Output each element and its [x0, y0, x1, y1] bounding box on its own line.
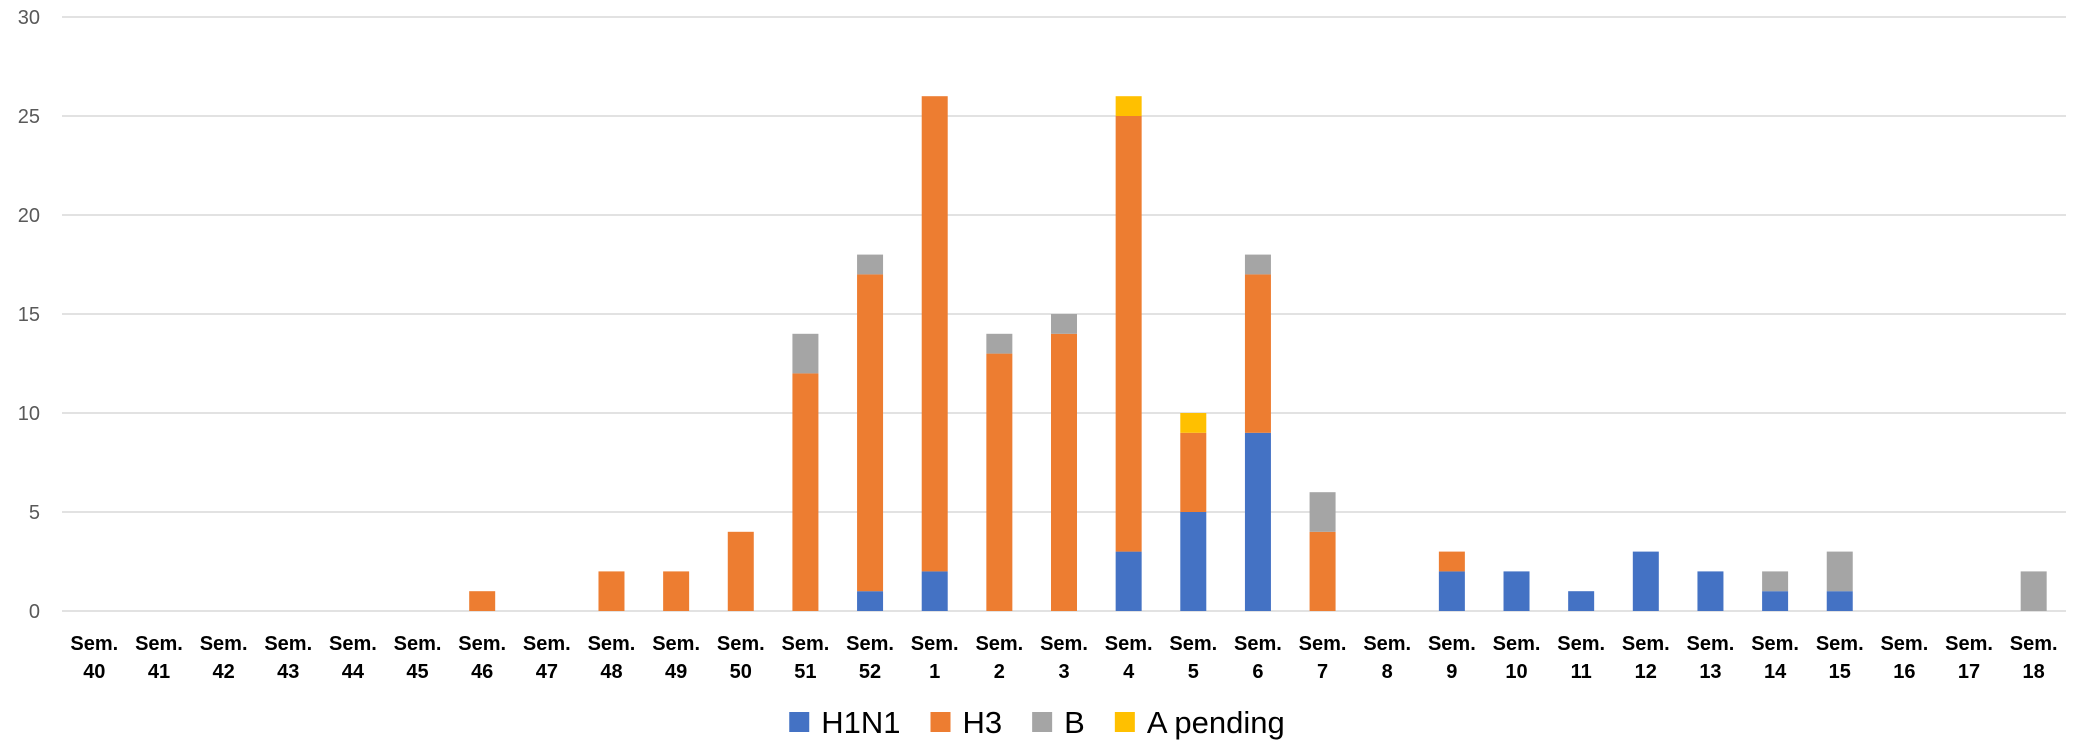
bar-b: [1309, 492, 1336, 532]
bar-b: [1244, 254, 1271, 275]
bar-h1n1: [1826, 591, 1853, 611]
y-axis-ticks: 0 5 10 15 20 25 30: [18, 7, 40, 623]
x-tick-label: Sem. 51: [782, 633, 830, 683]
bar-h3: [663, 571, 690, 611]
bar-h1n1: [921, 571, 948, 611]
bar-h1n1: [1244, 432, 1271, 611]
legend-label: H3: [963, 705, 1003, 740]
bar-h3: [1309, 531, 1336, 611]
x-tick-label: Sem. 1: [911, 633, 959, 683]
legend-swatch: [930, 712, 951, 732]
legend-item-b: B: [1032, 705, 1085, 740]
x-tick-label: Sem. 11: [1557, 633, 1605, 683]
bar-a-pending: [1115, 96, 1142, 116]
bar-h3: [1051, 333, 1077, 611]
x-tick-label: Sem. 12: [1622, 633, 1670, 683]
x-tick-label: Sem. 46: [458, 633, 506, 683]
legend: H1N1 H3 B A pending: [789, 705, 1285, 740]
bar-b: [1762, 571, 1789, 592]
x-tick-label: Sem. 45: [394, 633, 442, 683]
legend-label: B: [1064, 705, 1085, 740]
bar-b: [2020, 571, 2047, 611]
bar-h3: [986, 353, 1013, 611]
bar-h1n1: [1438, 571, 1465, 611]
x-tick-label: Sem. 14: [1751, 633, 1799, 683]
x-tick-label: Sem. 10: [1493, 633, 1541, 683]
legend-label: A pending: [1147, 705, 1285, 740]
x-tick-label: Sem. 41: [135, 633, 183, 683]
bar-h3: [1115, 116, 1142, 552]
x-tick-label: Sem. 7: [1299, 633, 1347, 683]
x-tick-label: Sem. 40: [70, 633, 118, 683]
bar-h3: [792, 373, 819, 611]
x-tick-label: Sem. 9: [1428, 633, 1476, 683]
y-tick-label: 15: [18, 304, 40, 326]
bar-h1n1: [1115, 551, 1142, 611]
y-tick-label: 0: [29, 601, 40, 623]
bar-b: [857, 254, 884, 275]
bar-b: [1051, 314, 1077, 334]
bar-a-pending: [1180, 413, 1207, 433]
y-tick-label: 20: [18, 205, 40, 227]
bar-h3: [921, 96, 948, 572]
x-tick-label: Sem. 6: [1234, 633, 1282, 683]
bar-b: [792, 333, 819, 374]
bar-h3: [598, 571, 625, 611]
bar-h3: [1244, 274, 1271, 433]
bar-h1n1: [1503, 571, 1530, 611]
bar-h1n1: [1568, 591, 1595, 611]
bar-h1n1: [1632, 551, 1659, 611]
y-tick-label: 25: [18, 106, 40, 128]
bar-h1n1: [1180, 512, 1207, 611]
bars: [469, 96, 2047, 611]
x-tick-label: Sem. 16: [1880, 633, 1928, 683]
bar-h1n1: [1762, 591, 1789, 611]
y-tick-label: 30: [18, 7, 40, 29]
x-tick-label: Sem. 15: [1816, 633, 1864, 683]
legend-item-h3: H3: [930, 705, 1003, 740]
x-tick-label: Sem. 47: [523, 633, 571, 683]
x-axis-ticks: Sem. 40 Sem. 41 Sem. 42 Sem. 43 Sem. 44 Sem. 45 Sem.…: [70, 633, 2057, 683]
x-tick-label: Sem. 2: [975, 633, 1023, 683]
y-tick-label: 5: [29, 502, 40, 524]
x-tick-label: Sem. 3: [1040, 633, 1088, 683]
x-tick-label: Sem. 49: [652, 633, 700, 683]
x-tick-label: Sem. 42: [200, 633, 248, 683]
x-tick-label: Sem. 8: [1363, 633, 1411, 683]
x-tick-label: Sem. 43: [264, 633, 312, 683]
y-tick-label: 10: [18, 403, 40, 425]
x-tick-label: Sem. 44: [329, 633, 377, 683]
x-tick-label: Sem. 50: [717, 633, 765, 683]
x-tick-label: Sem. 48: [588, 633, 636, 683]
x-tick-label: Sem. 52: [846, 633, 894, 683]
bar-b: [1826, 551, 1853, 592]
legend-swatch: [1032, 712, 1053, 732]
legend-swatch: [1114, 712, 1135, 732]
bar-h3: [1438, 551, 1465, 572]
legend-swatch: [789, 712, 810, 732]
bar-h1n1: [857, 591, 884, 611]
bar-h3: [727, 531, 754, 611]
x-tick-label: Sem. 5: [1169, 633, 1217, 683]
legend-item-h1n1: H1N1: [789, 705, 901, 740]
bar-h3: [857, 274, 884, 592]
bar-h3: [1180, 432, 1207, 512]
x-tick-label: Sem. 17: [1945, 633, 1993, 683]
bar-b: [986, 333, 1013, 354]
bar-h3: [469, 591, 496, 611]
x-tick-label: Sem. 4: [1105, 633, 1153, 683]
legend-label: H1N1: [821, 705, 900, 740]
bar-h1n1: [1697, 571, 1724, 611]
x-tick-label: Sem. 13: [1687, 633, 1735, 683]
x-tick-label: Sem. 18: [2010, 633, 2058, 683]
legend-item-a-pending: A pending: [1114, 705, 1285, 740]
